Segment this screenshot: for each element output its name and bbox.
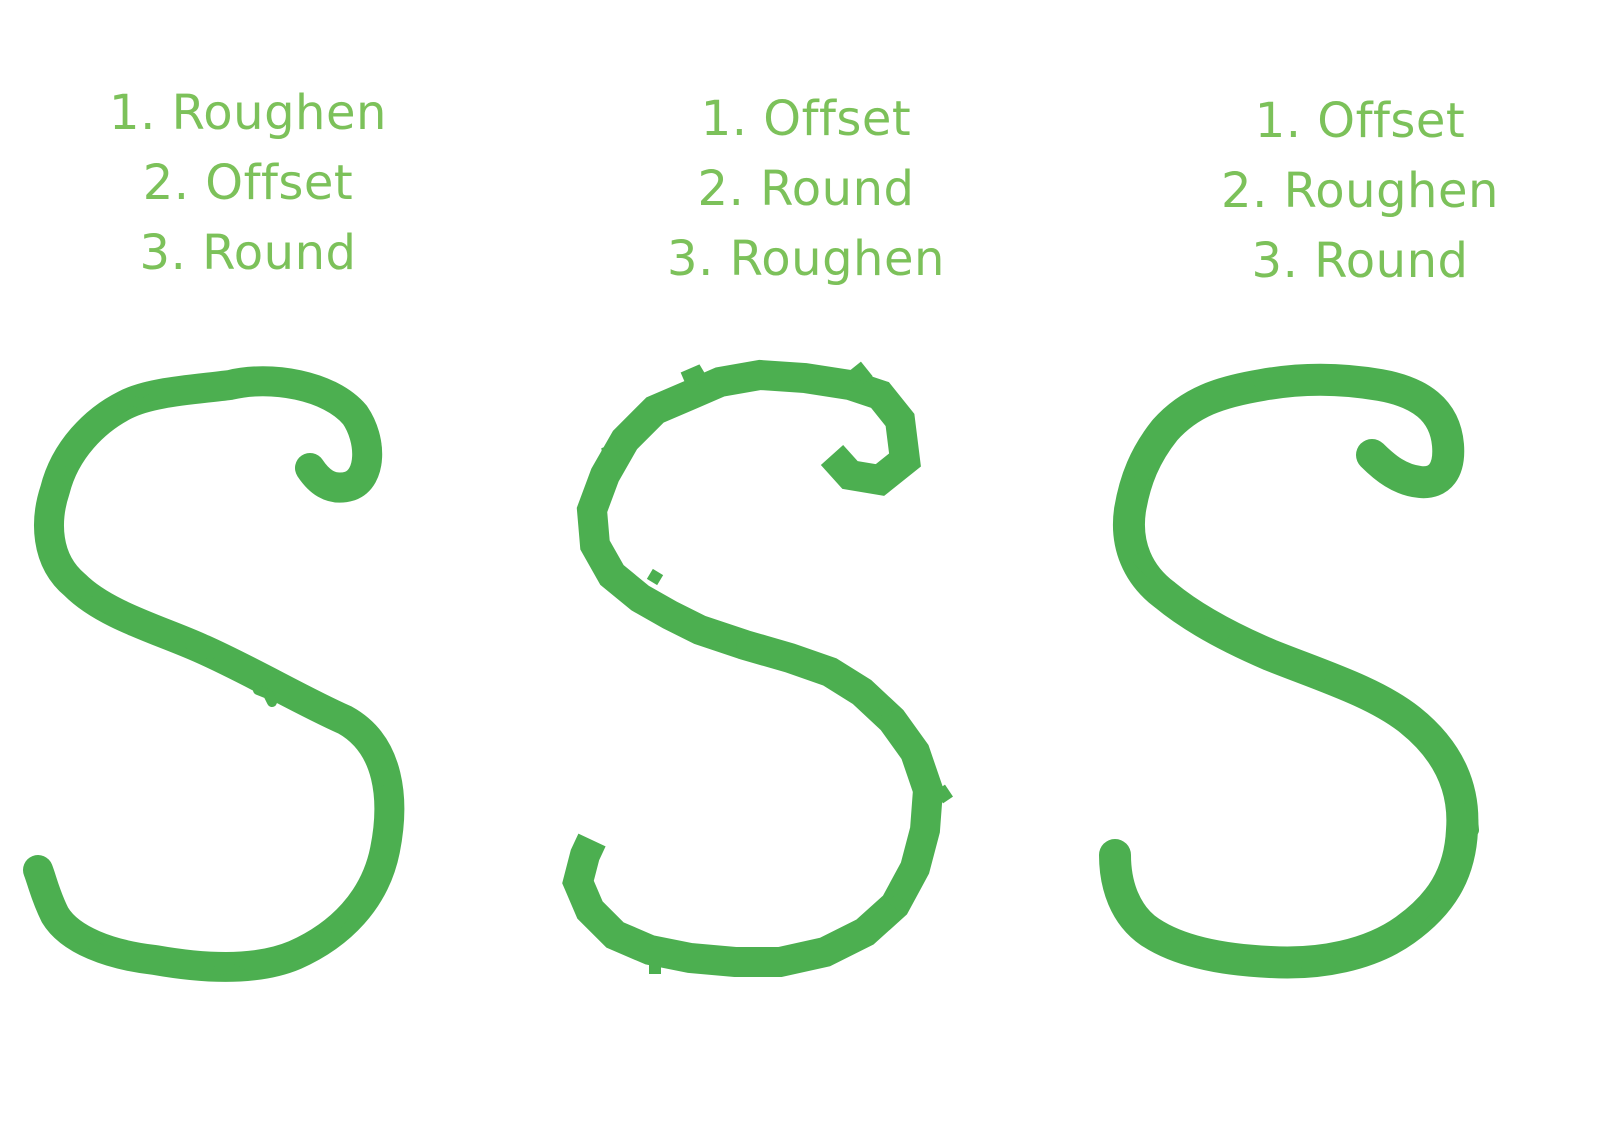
letter-s-variant-1: [23, 366, 405, 982]
step-1-label: 1. Offset: [1254, 93, 1466, 149]
step-3-label: 3. Round: [139, 225, 357, 281]
step-3-label: 3. Roughen: [667, 231, 945, 287]
letter-s-stroke: [23, 366, 405, 982]
letter-s-stroke: [562, 359, 944, 977]
step-list-variant-1: 1. Roughen 2. Offset 3. Round: [38, 78, 458, 288]
letter-s-variant-3: [1099, 363, 1479, 979]
letter-s-variant-2: [562, 359, 953, 977]
step-1-label: 1. Roughen: [109, 85, 387, 141]
letter-s-texture: [51, 393, 385, 977]
step-list-variant-2: 1. Offset 2. Round 3. Roughen: [596, 84, 1016, 294]
step-2-label: 2. Roughen: [1221, 163, 1499, 219]
letter-s-texture: [1132, 384, 1479, 973]
step-list-variant-3: 1. Offset 2. Roughen 3. Round: [1150, 86, 1570, 296]
step-3-label: 3. Round: [1251, 233, 1469, 289]
letter-s-texture: [585, 361, 953, 974]
letter-s-stroke: [1099, 363, 1479, 979]
step-2-label: 2. Round: [697, 161, 915, 217]
step-2-label: 2. Offset: [142, 155, 354, 211]
step-1-label: 1. Offset: [700, 91, 912, 147]
